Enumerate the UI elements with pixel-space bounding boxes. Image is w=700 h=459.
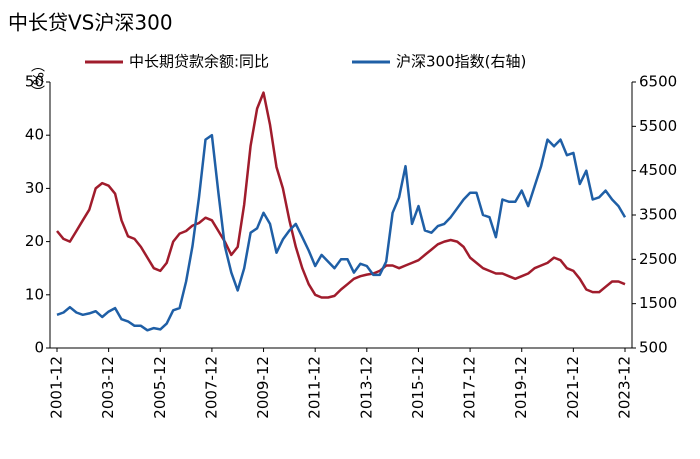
x-tick-label: 2001-12 bbox=[48, 356, 66, 419]
y2-tick-label: 5500 bbox=[639, 117, 677, 135]
y2-tick-label: 4500 bbox=[639, 161, 677, 179]
x-tick-label: 2011-12 bbox=[306, 356, 324, 419]
x-tick-label: 2019-12 bbox=[512, 356, 530, 419]
legend-label: 沪深300指数(右轴) bbox=[396, 53, 526, 71]
y-tick-label: 10 bbox=[25, 285, 44, 303]
x-tick-label: 2003-12 bbox=[99, 356, 117, 419]
y2-tick-label: 3500 bbox=[639, 206, 677, 224]
legend-label: 中长期贷款余额:同比 bbox=[129, 53, 269, 71]
y-axis-label: （%） bbox=[29, 58, 45, 99]
y-tick-label: 50 bbox=[25, 73, 44, 91]
y2-tick-label: 1500 bbox=[639, 294, 677, 312]
y2-tick-label: 500 bbox=[639, 339, 668, 357]
y-tick-label: 30 bbox=[25, 179, 44, 197]
x-tick-label: 2015-12 bbox=[409, 356, 427, 419]
x-tick-label: 2007-12 bbox=[202, 356, 220, 419]
y2-tick-label: 2500 bbox=[639, 250, 677, 268]
x-tick-label: 2009-12 bbox=[254, 356, 272, 419]
chart-title: 中长贷VS沪深300 bbox=[8, 11, 173, 35]
series-line bbox=[56, 133, 627, 332]
y-tick-label: 40 bbox=[25, 126, 44, 144]
x-tick-label: 2013-12 bbox=[357, 356, 375, 419]
x-tick-label: 2017-12 bbox=[461, 356, 479, 419]
x-tick-label: 2023-12 bbox=[616, 356, 634, 419]
y-tick-label: 0 bbox=[34, 339, 44, 357]
series-line bbox=[56, 91, 626, 299]
y2-tick-label: 6500 bbox=[639, 73, 677, 91]
y-tick-label: 20 bbox=[25, 232, 44, 250]
x-tick-label: 2005-12 bbox=[151, 356, 169, 419]
x-tick-label: 2021-12 bbox=[564, 356, 582, 419]
